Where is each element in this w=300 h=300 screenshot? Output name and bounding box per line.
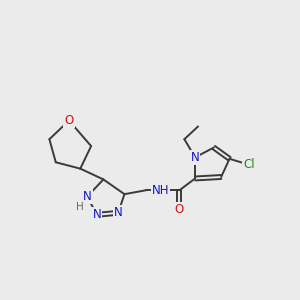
Text: O: O (175, 203, 184, 216)
Text: N: N (93, 208, 101, 221)
Text: Cl: Cl (243, 158, 255, 171)
Text: N: N (191, 151, 200, 164)
Text: O: O (64, 114, 74, 127)
Text: N: N (83, 190, 92, 203)
Text: NH: NH (152, 184, 169, 197)
Text: H: H (76, 202, 84, 212)
Text: N: N (114, 206, 122, 219)
